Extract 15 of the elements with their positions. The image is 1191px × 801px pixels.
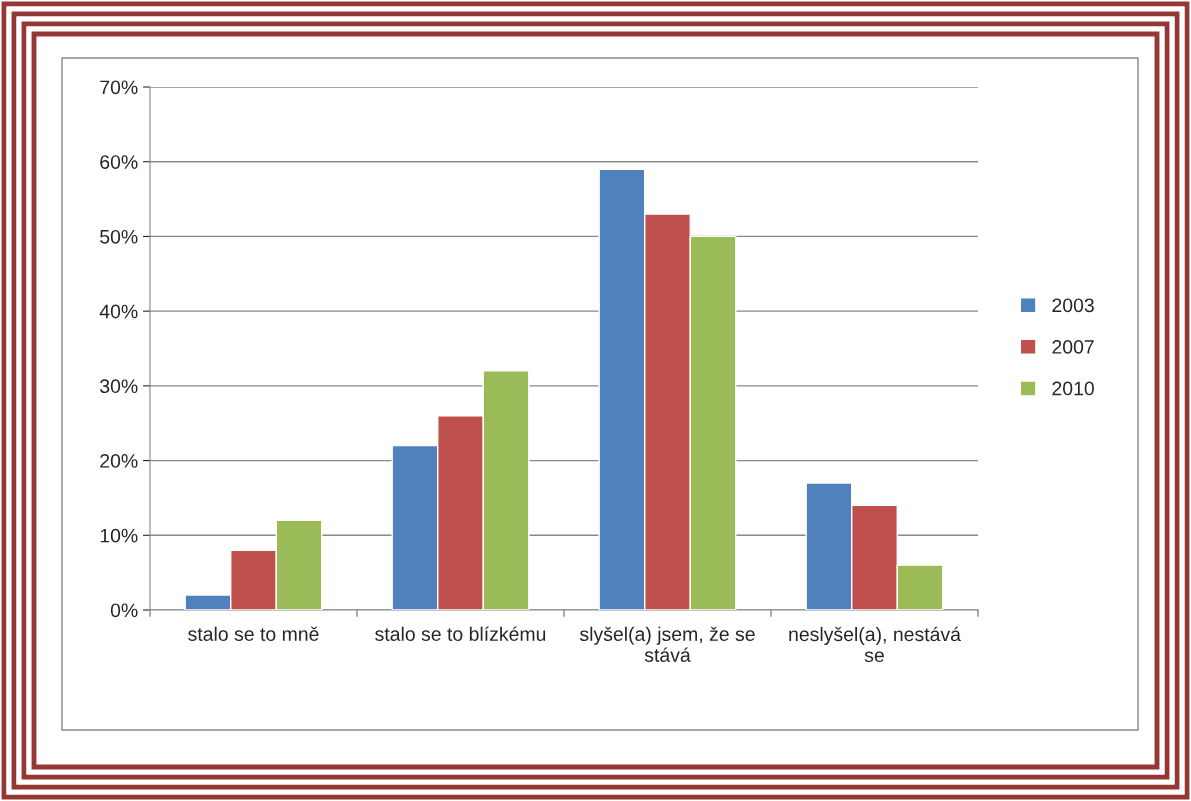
y-tick-label: 30% bbox=[100, 379, 138, 394]
legend-label: 2010 bbox=[1052, 381, 1094, 396]
x-tick-label: neslyšel(a), nestává se bbox=[789, 626, 961, 663]
y-tick-label: 60% bbox=[100, 155, 138, 169]
y-tick-label: 50% bbox=[100, 229, 138, 244]
x-tick-label: stalo se to mně bbox=[188, 626, 319, 641]
legend-label: 2003 bbox=[1052, 298, 1094, 313]
y-tick-label: 20% bbox=[100, 454, 138, 468]
legend-label: 2007 bbox=[1052, 340, 1094, 354]
y-tick-label: 40% bbox=[99, 304, 138, 319]
x-tick-label: stalo se to blízkému bbox=[375, 626, 546, 641]
y-tick-label: 10% bbox=[100, 528, 138, 543]
y-tick-label: 70% bbox=[100, 80, 138, 95]
x-tick-label: slyšel(a) jsem, že se stává bbox=[579, 626, 755, 662]
y-tick-label: 0% bbox=[110, 603, 138, 618]
